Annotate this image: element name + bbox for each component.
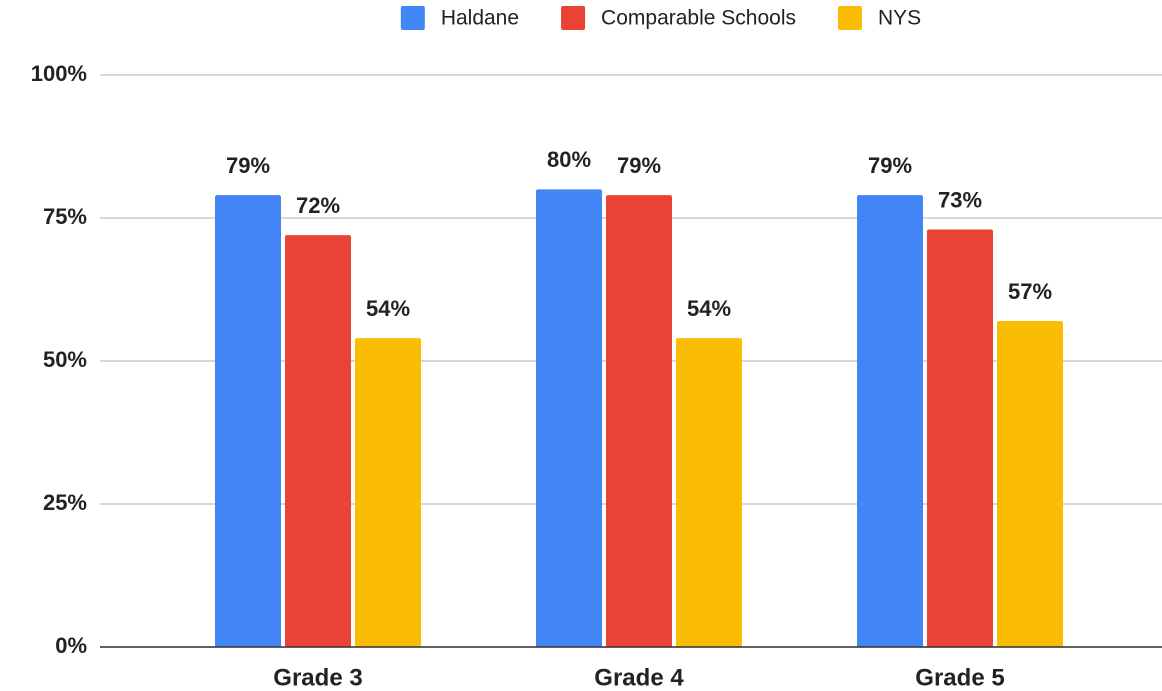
legend-label: Haldane (441, 7, 519, 30)
bar (606, 195, 672, 647)
data-label: 72% (296, 193, 340, 218)
bar (355, 338, 421, 647)
data-label: 80% (547, 147, 591, 172)
bar (676, 338, 742, 647)
data-label: 54% (366, 296, 410, 321)
bar (536, 189, 602, 647)
data-label: 79% (226, 153, 270, 178)
bar (285, 235, 351, 647)
data-label: 54% (687, 296, 731, 321)
bar (857, 195, 923, 647)
x-tick-label: Grade 5 (915, 664, 1004, 691)
bar (997, 320, 1063, 647)
y-tick-label: 100% (31, 61, 87, 86)
x-tick-label: Grade 4 (594, 664, 684, 691)
x-tick-label: Grade 3 (273, 664, 362, 691)
bar (215, 195, 281, 647)
data-label: 73% (938, 187, 982, 212)
y-tick-label: 50% (43, 347, 87, 372)
data-label: 79% (617, 153, 661, 178)
data-label: 79% (868, 153, 912, 178)
y-tick-label: 75% (43, 204, 87, 229)
legend-label: NYS (878, 7, 921, 30)
legend-label: Comparable Schools (601, 7, 796, 30)
y-tick-label: 0% (55, 633, 87, 658)
y-tick-label: 25% (43, 490, 87, 515)
data-label: 57% (1008, 279, 1052, 304)
legend-swatch (837, 6, 862, 30)
bar (927, 229, 993, 647)
legend-swatch (400, 6, 425, 30)
legend-swatch (561, 6, 586, 30)
